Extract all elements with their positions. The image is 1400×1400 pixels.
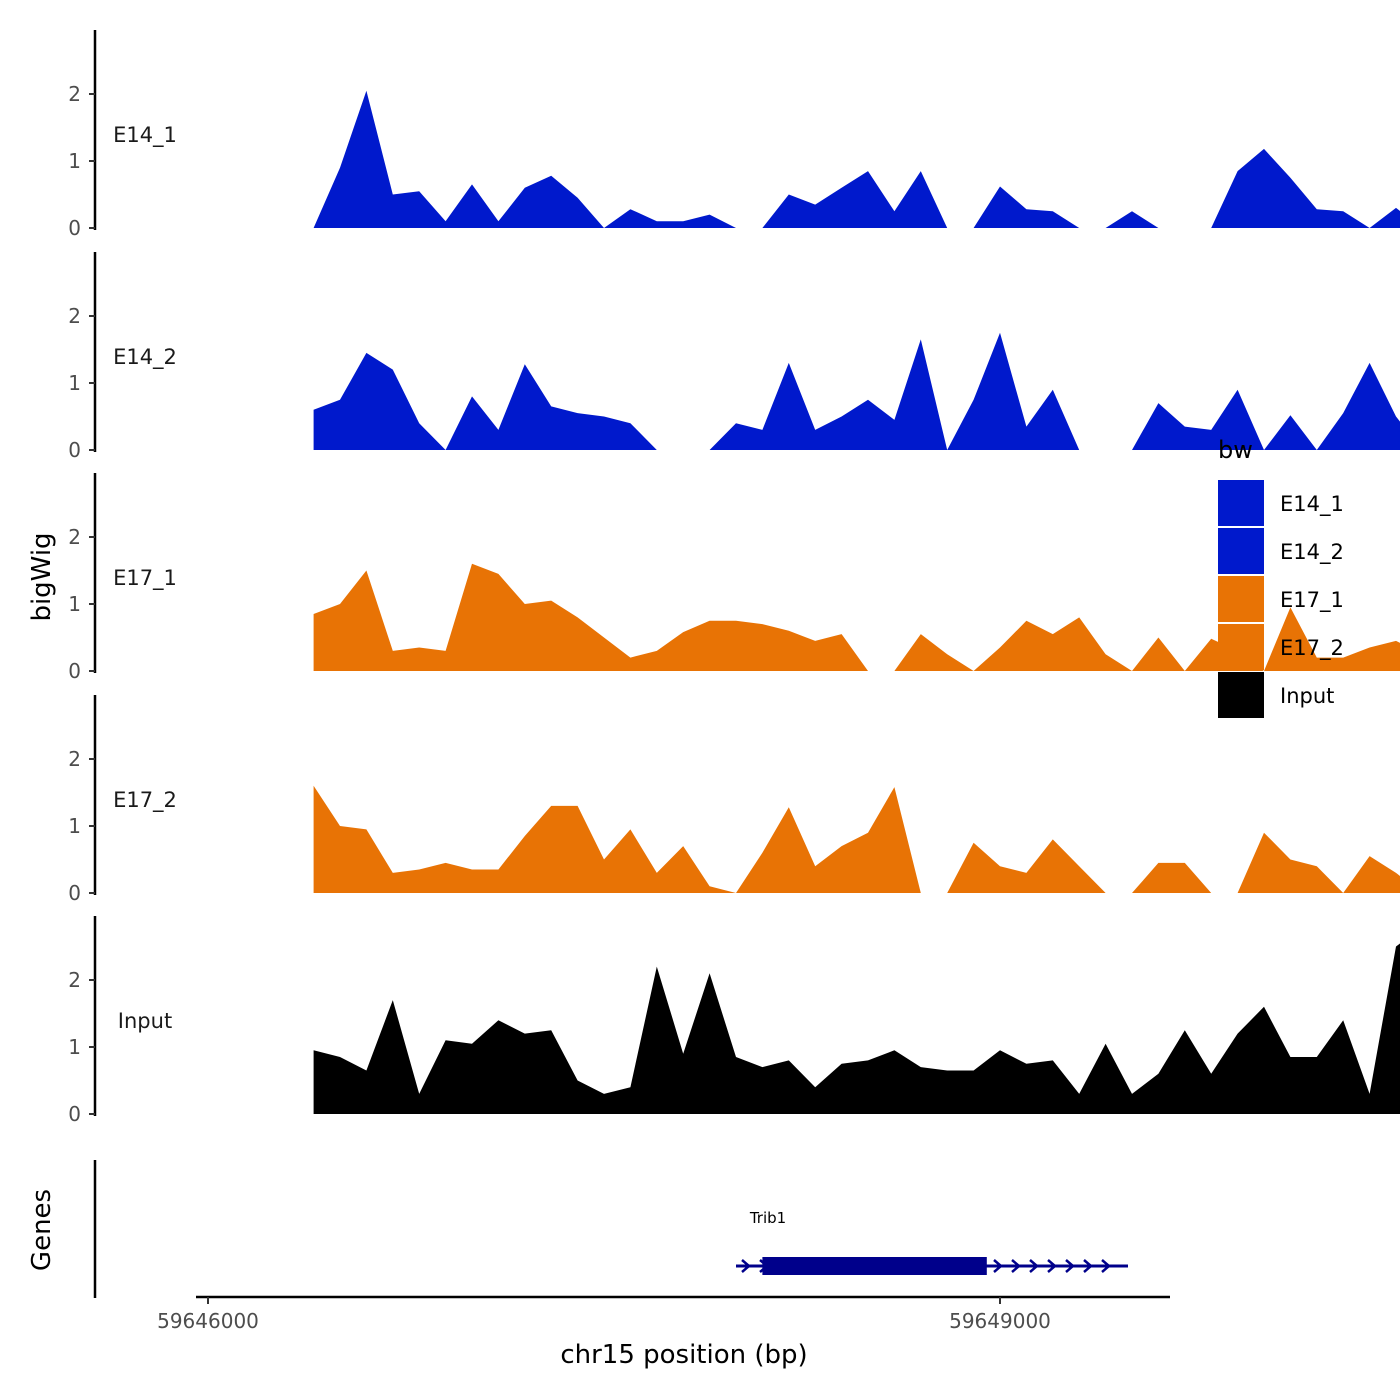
legend-swatch-e14-1 (1218, 480, 1264, 526)
y-tick-label: 2 (68, 747, 81, 771)
track-e17-1: 0 1 2 E17_1 (68, 473, 1400, 683)
legend-label: Input (1280, 684, 1334, 708)
y-tick-label: 2 (68, 82, 81, 106)
y-tick-label: 2 (68, 525, 81, 549)
y-tick-label: 1 (68, 814, 81, 838)
y-tick-label: 0 (68, 1102, 81, 1126)
track-label: Input (118, 1009, 172, 1033)
gene-strand-arrow (1083, 1259, 1093, 1273)
gene-strand-arrow (1029, 1259, 1039, 1273)
legend-label: E17_2 (1280, 636, 1344, 661)
track-label: E17_1 (113, 566, 177, 591)
legend-swatch-e17-1 (1218, 576, 1264, 622)
signal-tracks: 0 1 2 E14_1 0 1 2 E14_2 0 1 2 E17_1 0 1 2 E17_2 0 1 2 Input (68, 30, 1400, 1126)
y-tick-label: 1 (68, 1035, 81, 1059)
y-tick-label: 2 (68, 968, 81, 992)
gene-strand-arrow (1101, 1259, 1111, 1273)
genes-panel-title: Genes (27, 1189, 57, 1271)
y-tick-label: 2 (68, 304, 81, 328)
y-axis-title: bigWig (27, 532, 57, 621)
track-e14-2: 0 1 2 E14_2 (68, 252, 1400, 462)
legend-label: E17_1 (1280, 588, 1344, 613)
gene-exon (762, 1257, 987, 1275)
legend-swatch-input (1218, 672, 1264, 718)
y-tick-label: 0 (68, 659, 81, 683)
track-label: E17_2 (113, 788, 177, 813)
legend-title: bw (1218, 436, 1253, 464)
legend-swatch-e17-2 (1218, 624, 1264, 670)
gene-strand-arrow (741, 1259, 751, 1273)
signal-area-input (313, 943, 1400, 1114)
track-input: 0 1 2 Input (68, 916, 1400, 1126)
track-e17-2: 0 1 2 E17_2 (68, 695, 1400, 905)
track-label: E14_2 (113, 345, 177, 370)
gene-strand-arrow (1047, 1259, 1057, 1273)
legend-label: E14_2 (1280, 540, 1344, 565)
signal-area-e14-2 (313, 332, 1400, 450)
legend: bw E14_1 E14_2 E17_1 E17_2 Input (1218, 436, 1344, 718)
signal-area-e17-2 (313, 785, 1400, 893)
x-tick-label: 59646000 (157, 1309, 259, 1333)
y-tick-label: 0 (68, 438, 81, 462)
y-tick-label: 1 (68, 149, 81, 173)
x-axis: 59646000596490005965200059655000 (157, 1295, 1170, 1333)
legend-swatch-e14-2 (1218, 528, 1264, 574)
y-tick-label: 1 (68, 592, 81, 616)
gene-strand-arrow (993, 1259, 1003, 1273)
y-tick-label: 0 (68, 881, 81, 905)
gene-panel: Trib1 (93, 1160, 1128, 1298)
gene-strand-arrow (1065, 1259, 1075, 1273)
signal-area-e17-1 (313, 563, 1400, 671)
legend-label: E14_1 (1280, 492, 1344, 517)
y-tick-label: 0 (68, 216, 81, 240)
track-label: E14_1 (113, 123, 177, 148)
gene-name-label: Trib1 (749, 1209, 786, 1227)
gene-strand-arrow (1011, 1259, 1021, 1273)
signal-area-e14-1 (313, 90, 1400, 228)
y-tick-label: 1 (68, 371, 81, 395)
x-axis-title: chr15 position (bp) (560, 1340, 807, 1370)
track-e14-1: 0 1 2 E14_1 (68, 30, 1400, 240)
x-tick-label: 59649000 (949, 1309, 1051, 1333)
